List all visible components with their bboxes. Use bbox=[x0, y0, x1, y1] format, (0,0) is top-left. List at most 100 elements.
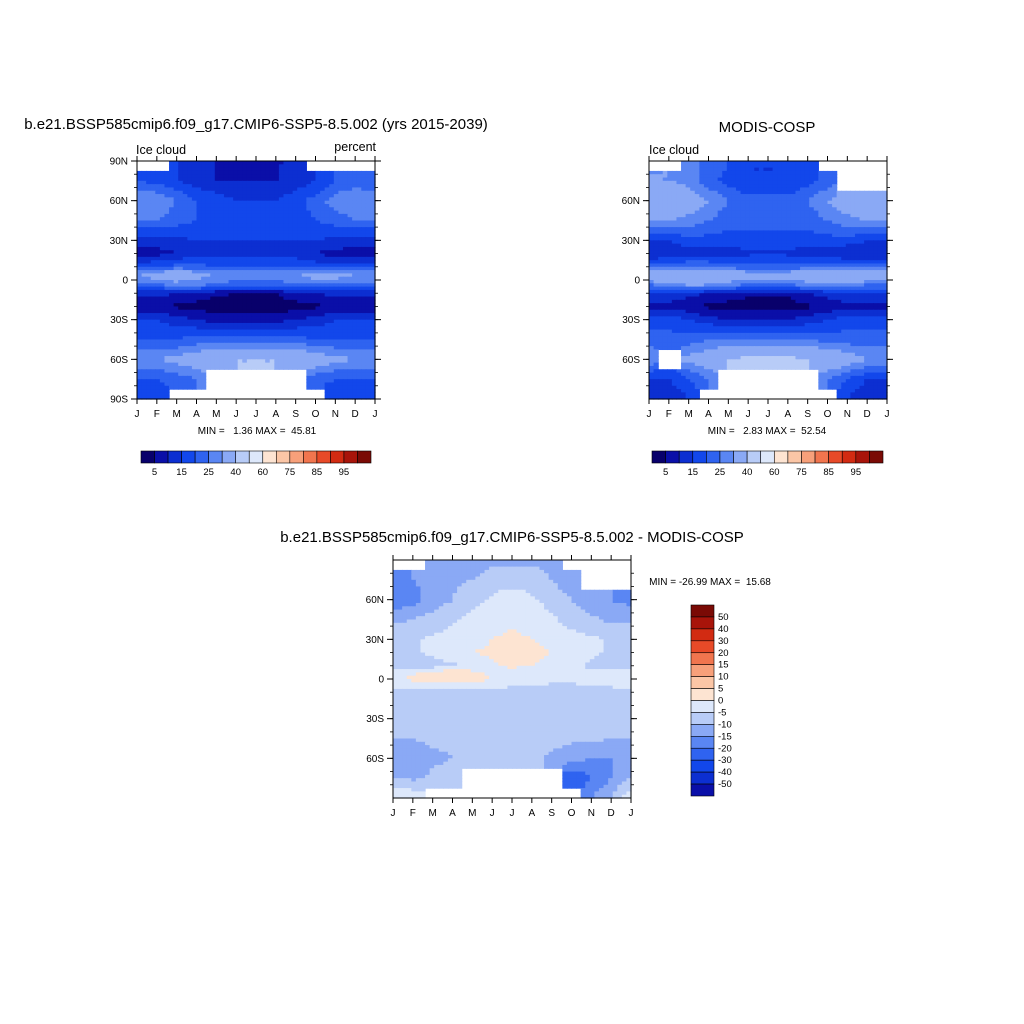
heatmap-cell bbox=[310, 184, 317, 189]
heatmap-cell bbox=[155, 359, 161, 364]
heatmap-cell bbox=[356, 237, 362, 241]
heatmap-cell bbox=[223, 332, 230, 337]
heatmap-cell bbox=[178, 250, 184, 255]
heatmap-cell bbox=[365, 336, 372, 341]
heatmap-cell bbox=[347, 283, 353, 288]
heatmap-cell bbox=[283, 174, 289, 179]
heatmap-cell bbox=[356, 203, 362, 208]
heatmap-cell bbox=[164, 276, 170, 281]
heatmap-cell bbox=[301, 316, 307, 321]
heatmap-cell bbox=[356, 227, 362, 232]
heatmap-cell bbox=[310, 217, 317, 222]
heatmap-cell bbox=[159, 329, 166, 334]
heatmap-cell bbox=[141, 299, 147, 304]
heatmap-cell bbox=[159, 339, 166, 344]
heatmap-cell bbox=[365, 237, 372, 241]
heatmap-cell bbox=[164, 332, 170, 337]
heatmap-cell bbox=[146, 299, 152, 304]
heatmap-cell bbox=[169, 243, 175, 248]
heatmap-cell bbox=[320, 194, 326, 198]
heatmap-cell bbox=[187, 250, 193, 255]
heatmap-cell bbox=[260, 174, 266, 179]
heatmap-cell bbox=[150, 220, 156, 225]
heatmap-cell bbox=[246, 349, 253, 354]
heatmap-cell bbox=[237, 283, 243, 288]
heatmap-cell bbox=[283, 164, 289, 169]
heatmap-cell bbox=[223, 273, 230, 278]
heatmap-cell bbox=[191, 213, 198, 218]
heatmap-cell bbox=[242, 250, 248, 255]
heatmap-cell bbox=[301, 276, 307, 281]
heatmap-cell bbox=[310, 230, 317, 235]
heatmap-cell bbox=[242, 319, 248, 324]
heatmap-cell bbox=[361, 197, 367, 202]
heatmap-cell bbox=[292, 339, 298, 344]
heatmap-cell bbox=[246, 339, 253, 344]
heatmap-cell bbox=[333, 316, 339, 321]
heatmap-cell bbox=[242, 256, 248, 261]
heatmap-cell bbox=[356, 336, 362, 341]
heatmap-cell bbox=[237, 270, 243, 274]
heatmap-cell bbox=[283, 293, 289, 298]
heatmap-cell bbox=[347, 266, 353, 271]
heatmap-cell bbox=[237, 187, 243, 192]
heatmap-cell bbox=[342, 197, 349, 202]
heatmap-cell bbox=[223, 217, 230, 222]
heatmap-cell bbox=[333, 280, 339, 284]
heatmap-cell bbox=[155, 220, 161, 225]
heatmap-cell bbox=[269, 306, 275, 311]
heatmap-cell bbox=[233, 237, 239, 241]
heatmap-cell bbox=[278, 184, 285, 189]
y-tick-label: 90S bbox=[110, 395, 128, 406]
heatmap-cell bbox=[137, 293, 143, 298]
heatmap-cell bbox=[297, 316, 303, 321]
heatmap-cell bbox=[269, 217, 275, 222]
heatmap-cell bbox=[205, 342, 211, 347]
heatmap-cell bbox=[164, 213, 170, 218]
heatmap-cell bbox=[283, 266, 289, 271]
heatmap-cell bbox=[205, 349, 211, 354]
heatmap-cell bbox=[251, 326, 257, 331]
heatmap-cell bbox=[320, 322, 326, 327]
heatmap-cell bbox=[210, 253, 216, 258]
heatmap-cell bbox=[361, 190, 367, 195]
heatmap-cell bbox=[182, 346, 188, 351]
heatmap-cell bbox=[306, 329, 312, 334]
heatmap-cell bbox=[137, 184, 143, 189]
heatmap-cell bbox=[219, 184, 225, 189]
heatmap-cell bbox=[137, 174, 143, 179]
heatmap-cell bbox=[201, 250, 207, 255]
heatmap-cell bbox=[278, 197, 285, 202]
heatmap-cell bbox=[370, 177, 376, 182]
heatmap-cell bbox=[361, 329, 367, 334]
heatmap-cell bbox=[223, 336, 230, 341]
heatmap-cell bbox=[301, 230, 307, 235]
heatmap-cell bbox=[324, 270, 330, 274]
heatmap-cell bbox=[338, 220, 344, 225]
heatmap-cell bbox=[288, 313, 294, 317]
heatmap-cell bbox=[274, 365, 280, 370]
heatmap-cell bbox=[228, 306, 234, 311]
heatmap-cell bbox=[365, 339, 372, 344]
heatmap-cell bbox=[269, 194, 275, 198]
heatmap-cell bbox=[297, 349, 303, 354]
heatmap-cell bbox=[365, 217, 372, 222]
heatmap-cell bbox=[292, 256, 298, 261]
heatmap-cell bbox=[333, 253, 339, 258]
heatmap-cell bbox=[260, 339, 266, 344]
heatmap-cell bbox=[201, 332, 207, 337]
heatmap-cell bbox=[256, 200, 262, 205]
heatmap-cell bbox=[274, 180, 280, 185]
heatmap-cell bbox=[297, 356, 303, 360]
heatmap-cell bbox=[246, 316, 253, 321]
heatmap-cell bbox=[141, 170, 147, 175]
heatmap-cell bbox=[237, 170, 243, 175]
heatmap-cell bbox=[137, 339, 143, 344]
heatmap-cell bbox=[251, 210, 257, 215]
heatmap-cell bbox=[223, 170, 230, 175]
heatmap-cell bbox=[210, 326, 216, 331]
heatmap-cell bbox=[141, 289, 147, 294]
heatmap-cell bbox=[223, 164, 230, 169]
heatmap-cell bbox=[301, 203, 307, 208]
heatmap-cell bbox=[260, 184, 266, 189]
